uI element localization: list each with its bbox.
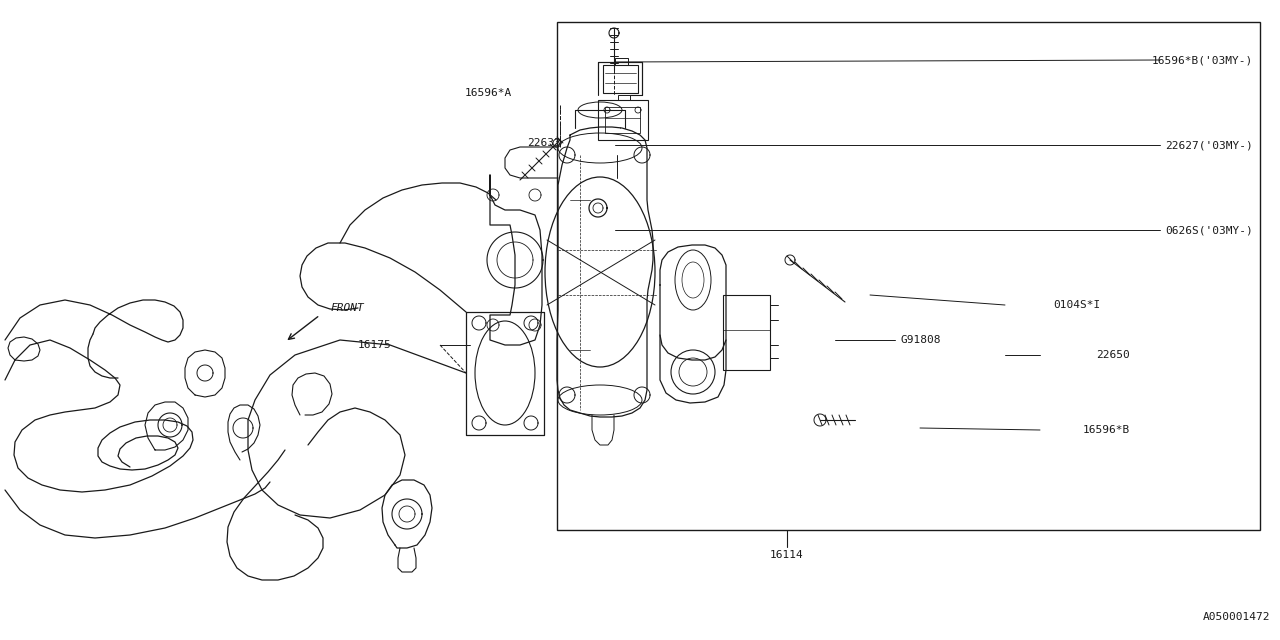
Text: 0104S*I: 0104S*I [1052,300,1100,310]
Bar [618,95,630,100]
Text: A050001472: A050001472 [1202,612,1270,622]
Bar [557,22,1260,530]
Text: G91808: G91808 [900,335,941,345]
Text: 16596*B('03MY-): 16596*B('03MY-) [1152,55,1253,65]
Bar [605,107,640,133]
Text: 16596*A: 16596*A [465,88,512,98]
Text: 0626S('03MY-): 0626S('03MY-) [1165,225,1253,235]
Bar [723,295,771,370]
Bar [598,100,648,140]
Bar [603,65,637,93]
Text: 16114: 16114 [771,550,804,560]
Bar [614,58,628,65]
Text: FRONT: FRONT [330,303,364,313]
Text: 22627('03MY-): 22627('03MY-) [1165,140,1253,150]
Text: 22650: 22650 [1096,350,1130,360]
Text: 22633: 22633 [527,138,561,148]
Text: 16175: 16175 [358,340,392,350]
Text: 16596*B: 16596*B [1083,425,1130,435]
